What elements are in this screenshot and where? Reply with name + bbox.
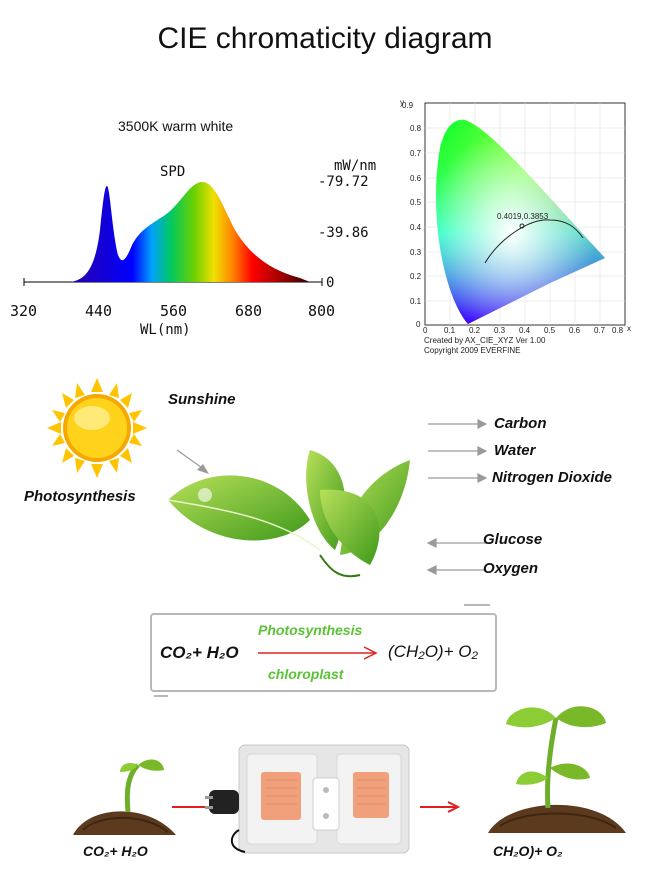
- bottom-right-label: CH₂O)+ O₂: [493, 843, 563, 859]
- cie-y-tick: 0.3: [410, 248, 422, 257]
- equation-bottom-label: chloroplast: [268, 666, 344, 682]
- photosynthesis-label: Photosynthesis: [24, 488, 136, 505]
- spd-x-tick: 680: [235, 302, 263, 320]
- cie-x-tick: 0.1: [444, 326, 456, 335]
- cie-y-axis-label: y: [400, 98, 404, 107]
- cie-y-tick: 0.6: [410, 174, 422, 183]
- sun-arrow-icon: [176, 449, 209, 474]
- cie-x-tick: 0.5: [544, 326, 556, 335]
- cie-x-tick: 0.2: [469, 326, 481, 335]
- cie-y-tick: 0: [416, 320, 421, 329]
- cie-x-tick: 0.7: [594, 326, 606, 335]
- spd-x-label: WL(nm): [140, 322, 191, 338]
- equation-top-label: Photosynthesis: [258, 622, 363, 638]
- cie-x-tick: 0.3: [494, 326, 506, 335]
- cie-y-tick: 0.4: [410, 223, 422, 232]
- leaves-illustration: [167, 450, 410, 578]
- cie-y-tick: 0.9: [402, 101, 414, 110]
- cie-x-tick: 0.6: [569, 326, 581, 335]
- output-water: Water: [494, 442, 536, 459]
- cie-x-tick: 0.4: [519, 326, 531, 335]
- output-glucose: Glucose: [483, 531, 543, 548]
- spd-x-tick: 800: [308, 302, 336, 320]
- spd-unit: mW/nm: [334, 158, 377, 174]
- cie-y-tick: 0.5: [410, 198, 422, 207]
- equation-arrow-icon: [258, 646, 378, 660]
- sunshine-label: Sunshine: [168, 391, 236, 408]
- cie-plot: [424, 102, 626, 326]
- seedling-small-icon: [73, 759, 176, 835]
- cie-created: Created by AX_CIE_XYZ Ver 1.00: [424, 336, 546, 345]
- plant-grown-icon: [488, 706, 626, 833]
- cie-x-axis-label: x: [627, 324, 631, 333]
- equation-right: (CH₂O)+ O₂: [388, 642, 478, 661]
- cie-x-tick: 0: [423, 326, 428, 335]
- sun-icon: [47, 378, 147, 478]
- output-carbon: Carbon: [494, 415, 547, 432]
- cie-copyright: Copyright 2009 EVERFINE: [424, 346, 521, 355]
- equation-left: CO₂+ H₂O: [160, 643, 239, 662]
- cie-point-label: 0.4019,0.3853: [497, 212, 549, 221]
- page-title: CIE chromaticity diagram: [157, 22, 493, 55]
- box-accent: [464, 604, 490, 606]
- spd-y-mid: -39.86: [318, 225, 369, 241]
- spd-y-max: -79.72: [318, 174, 369, 190]
- spd-y-zero: 0: [326, 275, 335, 291]
- flow-arrows: [426, 419, 488, 575]
- spd-x-tick: 320: [10, 302, 38, 320]
- red-arrow-right-icon: [420, 801, 461, 813]
- equation-box: [150, 613, 497, 692]
- bottom-left-label: CO₂+ H₂O: [83, 843, 148, 859]
- red-arrow-left-icon: [172, 806, 210, 808]
- spd-x-tick: 440: [85, 302, 113, 320]
- spd-subtitle: 3500K warm white: [118, 118, 234, 134]
- led-lamp-device: [205, 744, 410, 854]
- output-nitrogen-dioxide: Nitrogen Dioxide: [492, 469, 613, 486]
- cie-y-tick: 0.1: [410, 297, 422, 306]
- output-oxygen: Oxygen: [483, 560, 539, 577]
- cie-y-tick: 0.7: [410, 149, 422, 158]
- cie-y-tick: 0.2: [410, 272, 422, 281]
- spd-x-tick: 560: [160, 302, 188, 320]
- box-accent: [154, 695, 168, 697]
- cie-x-tick: 0.8: [612, 326, 624, 335]
- spd-curve: [23, 182, 323, 286]
- cie-y-tick: 0.8: [410, 124, 422, 133]
- spd-label: SPD: [160, 164, 186, 180]
